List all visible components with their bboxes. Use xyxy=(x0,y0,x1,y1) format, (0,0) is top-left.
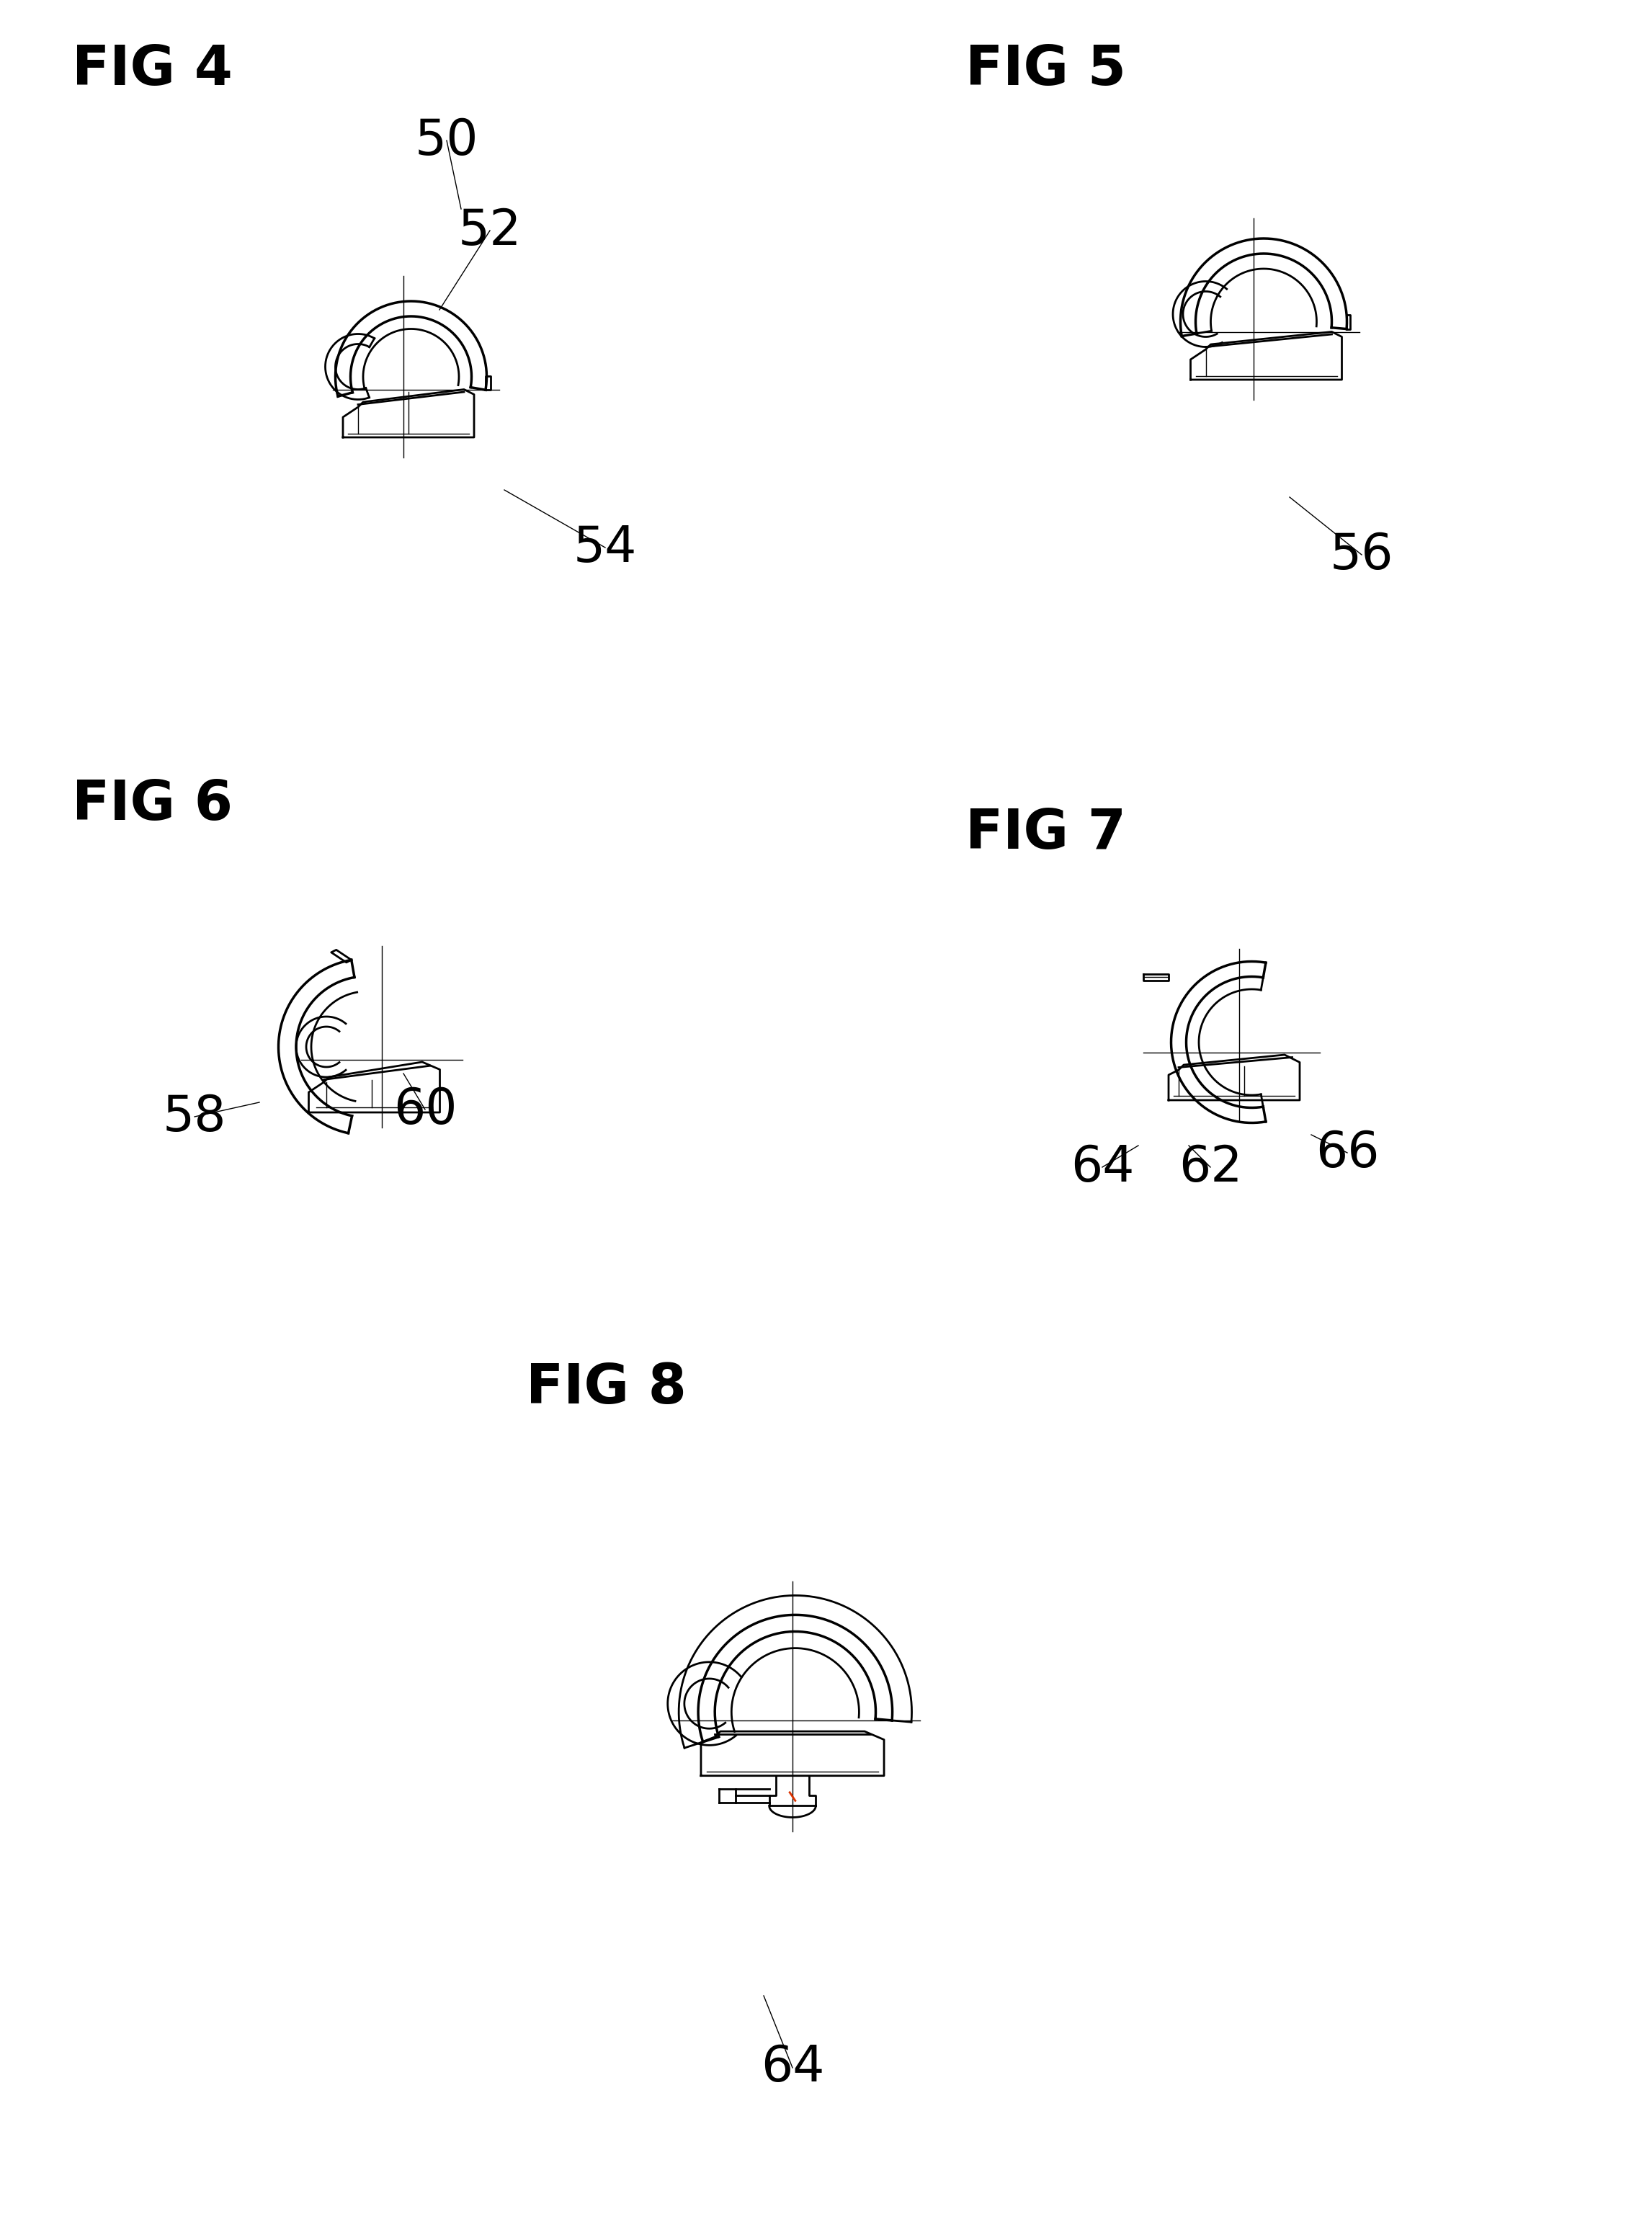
Text: 62: 62 xyxy=(1178,1142,1242,1191)
Text: FIG 8: FIG 8 xyxy=(525,1362,687,1415)
Text: 60: 60 xyxy=(393,1085,458,1134)
Text: 64: 64 xyxy=(1070,1142,1135,1191)
Text: 54: 54 xyxy=(573,523,638,571)
Text: 50: 50 xyxy=(415,117,479,164)
Text: 64: 64 xyxy=(760,2044,824,2092)
Text: 66: 66 xyxy=(1315,1129,1379,1178)
Text: 52: 52 xyxy=(458,206,522,255)
Text: FIG 6: FIG 6 xyxy=(73,777,233,832)
Text: 56: 56 xyxy=(1330,531,1394,578)
Text: FIG 4: FIG 4 xyxy=(73,44,233,97)
Text: FIG 5: FIG 5 xyxy=(965,44,1127,97)
Text: 58: 58 xyxy=(162,1092,226,1140)
Text: FIG 7: FIG 7 xyxy=(965,806,1127,861)
